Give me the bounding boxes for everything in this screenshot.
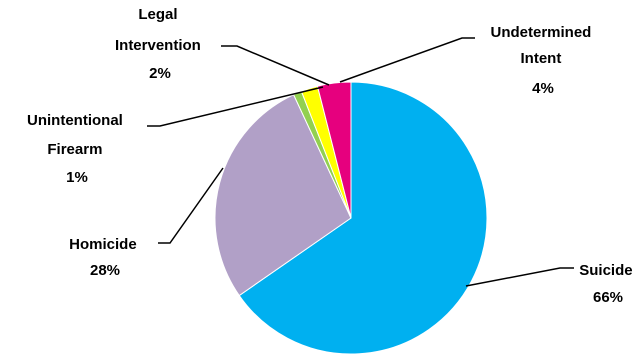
label-suicide: Suicide 66% <box>579 262 637 306</box>
pie-slice-undetermined-intent <box>316 81 352 219</box>
leader-line-suicide <box>465 267 574 287</box>
pie-slice-suicide <box>238 81 488 354</box>
label-undetermined-intent: Undetermined Intent 4% <box>490 24 595 97</box>
leader-line-legal-intervention <box>221 45 330 86</box>
leader-line-homicide <box>158 167 224 244</box>
label-unintentional-firearm: Unintentional Firearm 1% <box>27 112 127 186</box>
pie-slices <box>214 81 488 354</box>
leader-line-undetermined-intent <box>339 37 475 83</box>
leader-line-unintentional-firearm <box>147 86 324 127</box>
pie-slice-homicide <box>214 94 352 297</box>
label-homicide: Homicide 28% <box>69 236 141 279</box>
label-legal-intervention: Legal Intervention 2% <box>115 6 205 82</box>
